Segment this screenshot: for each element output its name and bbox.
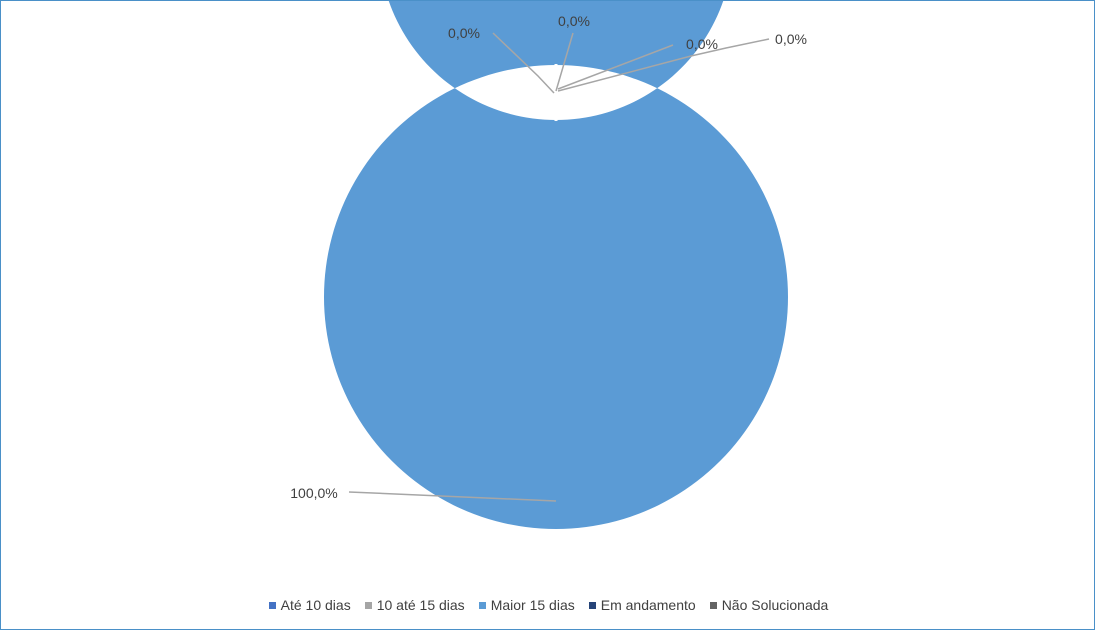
leader-line-maior-15-dias bbox=[348, 491, 557, 502]
chart-legend: Até 10 dias 10 até 15 dias Maior 15 dias Em… bbox=[1, 595, 1095, 615]
legend-label: 10 até 15 dias bbox=[376, 597, 465, 613]
legend-item-10-ate-15-dias: 10 até 15 dias bbox=[364, 597, 465, 613]
data-label-em-andamento: 0,0% bbox=[686, 36, 718, 52]
slice-maior-15-dias bbox=[324, 1, 788, 529]
legend-label: Em andamento bbox=[600, 597, 696, 613]
leader-lines-group bbox=[348, 32, 770, 502]
leader-line-em-andamento bbox=[557, 44, 674, 90]
legend-swatch bbox=[268, 601, 276, 609]
leader-line-nao-solucionada bbox=[557, 38, 770, 92]
legend-swatch bbox=[364, 601, 372, 609]
legend-item-em-andamento: Em andamento bbox=[588, 597, 696, 613]
legend-swatch bbox=[709, 601, 717, 609]
legend-swatch bbox=[588, 601, 596, 609]
leader-line-10-ate-15-dias bbox=[555, 32, 574, 92]
legend-label: Não Solucionada bbox=[721, 597, 829, 613]
data-label-ate-10-dias: 0,0% bbox=[448, 25, 480, 41]
legend-label: Maior 15 dias bbox=[490, 597, 575, 613]
slices-group bbox=[324, 1, 788, 529]
leader-line-ate-10-dias bbox=[492, 32, 555, 94]
legend-swatch bbox=[478, 601, 486, 609]
legend-item-nao-solucionada: Não Solucionada bbox=[709, 597, 829, 613]
legend-label: Até 10 dias bbox=[280, 597, 351, 613]
data-labels-group: 0,0% 0,0% 0,0% 0,0% 100,0% bbox=[290, 13, 807, 501]
data-label-maior-15-dias: 100,0% bbox=[290, 485, 337, 501]
data-label-10-ate-15-dias: 0,0% bbox=[558, 13, 590, 29]
legend-item-maior-15-dias: Maior 15 dias bbox=[478, 597, 575, 613]
data-label-nao-solucionada: 0,0% bbox=[775, 31, 807, 47]
legend-item-ate-10-dias: Até 10 dias bbox=[268, 597, 351, 613]
